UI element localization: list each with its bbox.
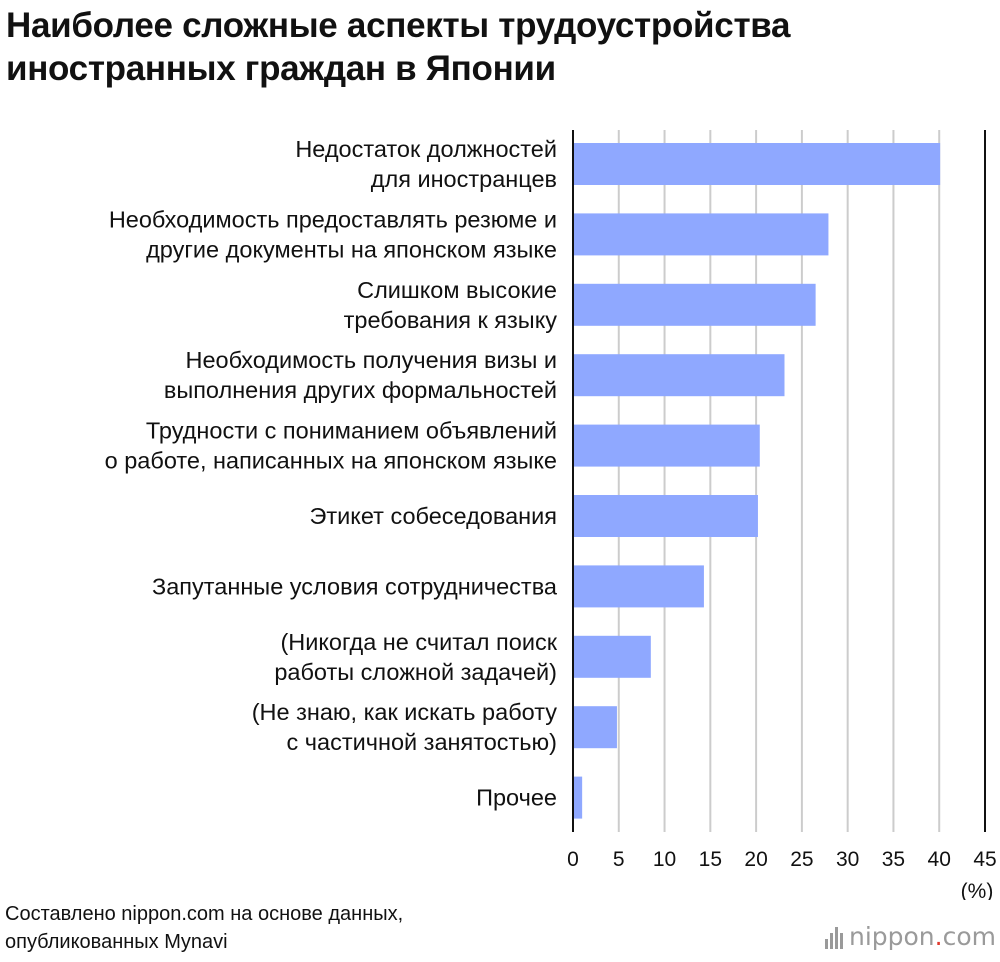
x-tick-label: 10 [653,848,676,871]
category-label: Прочее [476,785,557,811]
source-line-2: опубликованных Mynavi [5,931,228,953]
category-label: Этикет собеседования [310,503,557,529]
category-label-line: Этикет собеседования [310,503,557,529]
brand-bars-icon [824,925,843,949]
category-label-line: выполнения других формальностей [164,377,557,403]
x-tick-label: 30 [836,848,859,871]
category-label-line: с частичной занятостью) [286,729,557,755]
bar [573,706,617,749]
category-label: (Не знаю, как искать работу с частичной з… [252,699,558,755]
x-tick-label: 40 [928,848,951,871]
category-label: Необходимость предоставлять резюме и друг… [109,206,557,262]
category-label-line: Недостаток должностей [295,136,557,162]
category-label-line: Прочее [476,785,557,811]
category-label-line: другие документы на японском языке [146,236,557,262]
category-label-line: (Никогда не считал поиск [280,629,557,655]
chart-title: Наиболее сложные аспекты трудоустройства… [6,4,996,90]
bar [573,424,760,467]
bar [573,354,785,397]
category-label: (Никогда не считал поиск работы сложной з… [274,629,557,685]
bar-chart: 0 5 10 15 20 25 30 35 40 45 (%) Недостаток должност… [105,130,997,900]
chart-title-line-2: иностранных граждан в Японии [6,49,556,88]
x-tick-label: 5 [613,848,625,871]
x-tick-label: 0 [567,848,579,871]
x-tick-label: 45 [973,848,996,871]
x-axis-unit-label: (%) [961,880,994,900]
bar [573,213,829,256]
x-tick-label: 20 [744,848,767,871]
category-label-line: Слишком высокие [357,277,557,303]
x-tick-label: 35 [882,848,905,871]
category-label-line: требования к языку [344,307,558,333]
brand-text: nippon.com [848,922,996,951]
category-label: Трудности с пониманием объявлений о работ… [105,418,557,474]
bar [573,565,704,608]
category-label-line: о работе, написанных на японском языке [105,448,557,474]
brand-logo: nippon.com [824,922,996,951]
category-label-line: (Не знаю, как искать работу [252,699,558,725]
category-label: Запутанные условия сотрудничества [152,573,558,599]
category-label-line: Трудности с пониманием объявлений [146,418,557,444]
bar [573,635,651,678]
bar [573,776,583,819]
category-label: Недостаток должностей для иностранцев [295,136,557,192]
source-note: Составлено nippon.com на основе данных, … [5,900,403,956]
x-tick-label: 15 [699,848,722,871]
category-label: Слишком высокие требования к языку [344,277,558,333]
bar [573,495,758,537]
category-label-line: Запутанные условия сотрудничества [152,573,558,599]
category-label: Необходимость получения визы и выполнения… [164,347,557,403]
x-tick-label: 25 [790,848,813,871]
category-label-line: для иностранцев [371,166,557,192]
category-label-line: Необходимость получения визы и [185,347,557,373]
chart-title-line-1: Наиболее сложные аспекты трудоустройства [6,6,791,45]
bar [573,283,816,326]
category-label-line: работы сложной задачей) [274,659,557,685]
bar [573,143,941,185]
source-line-1: Составлено nippon.com на основе данных, [5,903,404,925]
category-label-line: Необходимость предоставлять резюме и [109,206,557,232]
